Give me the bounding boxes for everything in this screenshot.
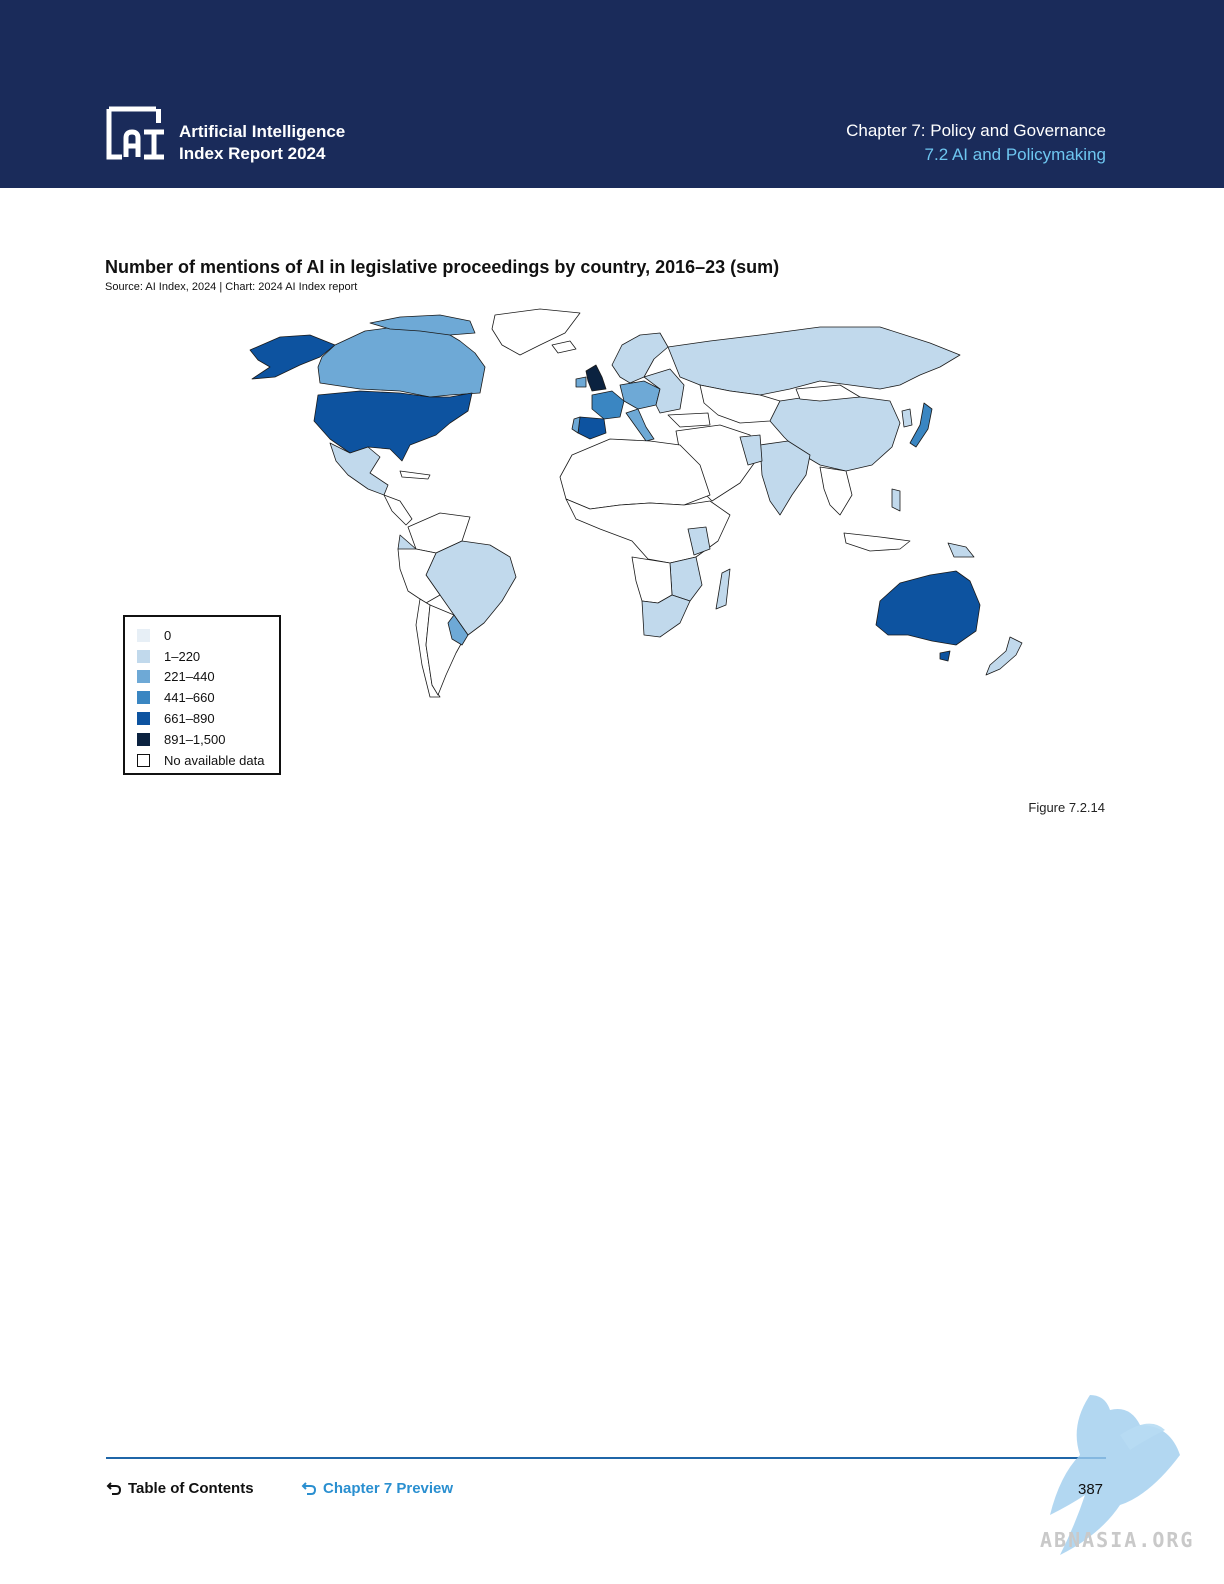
country-turkey	[667, 412, 711, 428]
country-portugal	[571, 416, 581, 434]
country-madagascar	[715, 568, 731, 610]
page-number: 387	[1078, 1481, 1104, 1498]
return-arrow-icon	[106, 1481, 122, 1495]
legend-swatch	[137, 753, 150, 767]
country-iceland	[551, 340, 577, 354]
country-spain	[577, 416, 607, 440]
country-papua	[947, 542, 975, 558]
legend-item: 661–890	[137, 708, 279, 729]
legend-item: 0	[137, 625, 279, 646]
chart-title: Number of mentions of AI in legislative …	[105, 257, 780, 277]
country-mongolia	[795, 384, 861, 402]
table-of-contents-link[interactable]: Table of Contents	[106, 1480, 254, 1497]
country-united-kingdom	[585, 364, 607, 392]
country-indonesia	[843, 532, 911, 552]
legend-label: 441–660	[164, 690, 215, 706]
country-southeast-asia	[819, 466, 853, 516]
legend-swatch	[137, 732, 150, 746]
legend-label: 221–440	[164, 669, 215, 685]
central-america	[383, 494, 413, 526]
country-canada	[317, 324, 486, 398]
figure-label: Figure 7.2.14	[1028, 800, 1105, 815]
country-philippines	[891, 488, 901, 512]
country-peru-bolivia	[397, 548, 441, 604]
legend-item: 221–440	[137, 667, 279, 688]
country-russia	[667, 326, 961, 396]
country-italy	[625, 408, 655, 442]
country-kenya	[687, 526, 711, 556]
chart-source: Source: AI Index, 2024 | Chart: 2024 AI …	[105, 281, 358, 293]
country-japan	[909, 402, 933, 448]
legend-swatch	[137, 712, 150, 726]
report-title-line2: Index Report 2024	[179, 144, 326, 163]
canada-islands	[369, 314, 476, 336]
legend-swatch	[137, 649, 150, 663]
report-title-line1: Artificial Intelligence	[179, 122, 346, 141]
country-greenland	[491, 308, 581, 356]
country-scandinavia	[611, 332, 669, 384]
country-france	[591, 390, 625, 420]
country-korea	[901, 408, 913, 428]
country-germany-central-europe	[619, 380, 661, 410]
chapter-title: Chapter 7: Policy and Governance	[846, 121, 1106, 140]
griffin-watermark-icon	[1050, 1395, 1180, 1555]
country-india	[759, 440, 811, 516]
legend-swatch	[137, 691, 150, 705]
legend-label: No available data	[164, 752, 265, 768]
country-alaska	[249, 334, 336, 380]
country-south-africa	[641, 594, 691, 638]
country-new-zealand	[985, 636, 1023, 676]
report-title: Artificial Intelligence Index Report 202…	[179, 121, 345, 165]
legend-swatch	[137, 628, 150, 642]
map-legend: 0 1–220 221–440 441–660 661–890 891–1,50…	[123, 615, 281, 775]
legend-label: 1–220	[164, 648, 201, 664]
chapter-preview-label: Chapter 7 Preview	[323, 1480, 454, 1497]
legend-item: 891–1,500	[137, 729, 279, 750]
country-ireland	[575, 376, 587, 388]
country-west-central-africa	[565, 498, 731, 564]
legend-item: 1–220	[137, 646, 279, 667]
country-australia	[875, 570, 981, 646]
country-mexico	[329, 442, 389, 496]
toc-label: Table of Contents	[128, 1480, 254, 1497]
footer-divider	[106, 1457, 1106, 1459]
chapter-preview-link[interactable]: Chapter 7 Preview	[301, 1480, 453, 1497]
return-arrow-icon	[301, 1481, 317, 1495]
legend-swatch	[137, 670, 150, 684]
section-title: 7.2 AI and Policymaking	[924, 145, 1106, 164]
ai-index-logo	[106, 106, 164, 160]
legend-item: 441–660	[137, 687, 279, 708]
country-united-states	[313, 390, 473, 462]
country-cuba	[399, 470, 431, 480]
watermark-text: ABNASIA.ORG	[1040, 1528, 1195, 1552]
country-eastern-europe	[643, 368, 685, 414]
country-tasmania	[939, 650, 951, 662]
country-pakistan	[739, 434, 763, 466]
chapter-heading: Chapter 7: Policy and Governance 7.2 AI …	[846, 119, 1106, 167]
country-uruguay-paraguay	[447, 614, 469, 646]
legend-label: 661–890	[164, 711, 215, 727]
country-namibia-angola	[631, 556, 673, 604]
legend-item: No available data	[137, 750, 279, 771]
legend-label: 0	[164, 627, 172, 643]
world-choropleth-map	[249, 308, 1023, 698]
page-header: Artificial Intelligence Index Report 202…	[0, 0, 1224, 188]
country-southern-africa-east	[669, 556, 703, 602]
legend-label: 891–1,500	[164, 731, 226, 747]
